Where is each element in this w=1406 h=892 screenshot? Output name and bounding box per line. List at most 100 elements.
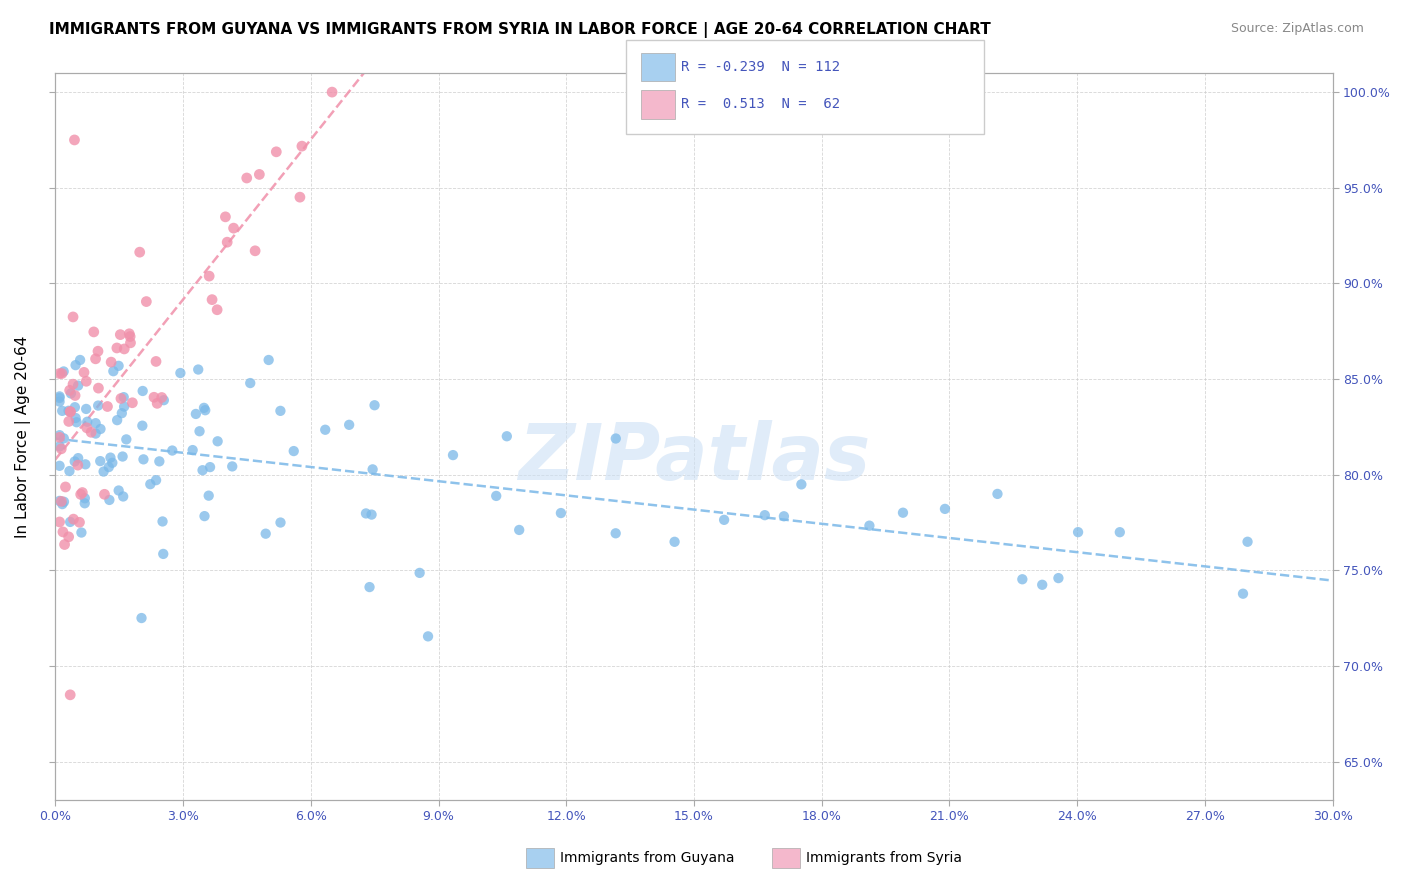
Point [51,442,73,456]
Point [408,566,430,580]
Point [150,391,173,405]
Point [485,489,508,503]
Point [100,450,122,465]
Point [934,502,956,516]
Text: Source: ZipAtlas.com: Source: ZipAtlas.com [1230,22,1364,36]
Point [321,85,343,99]
Point [93,465,115,479]
Text: IMMIGRANTS FROM GUYANA VS IMMIGRANTS FROM SYRIA IN LABOR FORCE | AGE 20-64 CORRE: IMMIGRANTS FROM GUYANA VS IMMIGRANTS FRO… [49,22,991,38]
Point [65,411,87,425]
Point [75,458,97,472]
Point [288,190,311,204]
Point [118,326,141,341]
Point [69,516,91,530]
Point [139,477,162,491]
Point [48,458,70,473]
Point [120,329,142,343]
Point [112,342,135,356]
Point [48,430,70,444]
Point [111,406,134,420]
Point [1236,534,1258,549]
Point [72,485,94,500]
Text: ZIPatlas: ZIPatlas [517,420,870,496]
Point [59,386,82,401]
Point [1108,525,1130,540]
Point [112,390,135,404]
Point [128,245,150,260]
Point [110,327,132,342]
Point [790,477,813,491]
Point [100,355,122,369]
Point [52,431,75,445]
Point [101,456,124,470]
Point [337,417,360,432]
Point [131,418,153,433]
Point [76,415,98,429]
Point [121,396,143,410]
Point [59,688,82,702]
Point [110,392,132,406]
Point [243,244,266,258]
Point [48,515,70,529]
Point [84,416,107,430]
Point [198,460,221,475]
Point [48,439,70,453]
Point [70,525,93,540]
Point [96,400,118,414]
Point [363,398,385,412]
Point [254,526,277,541]
Point [67,378,90,392]
Point [105,341,128,355]
Point [153,393,176,408]
Point [115,433,138,447]
Point [664,534,686,549]
Point [89,422,111,436]
Point [55,480,77,494]
Point [1047,571,1070,585]
Point [495,429,517,443]
Point [51,367,73,381]
Point [107,359,129,373]
Point [87,381,110,395]
Point [84,351,107,366]
Point [59,405,82,419]
Point [73,365,96,379]
Point [441,448,464,462]
Point [83,325,105,339]
Point [187,362,209,376]
Point [148,454,170,468]
Point [87,399,110,413]
Point [773,509,796,524]
Point [63,388,86,402]
Point [891,506,914,520]
Point [59,384,82,398]
Point [214,210,236,224]
Y-axis label: In Labor Force | Age 20-64: In Labor Force | Age 20-64 [15,335,31,538]
Point [80,425,103,440]
Point [62,512,84,526]
Point [162,443,184,458]
Point [222,221,245,235]
Point [266,145,288,159]
Point [65,358,87,372]
Point [66,415,89,429]
Point [145,354,167,368]
Point [132,452,155,467]
Point [62,377,84,392]
Point [858,518,880,533]
Point [354,507,377,521]
Point [221,459,243,474]
Point [550,506,572,520]
Text: Immigrants from Syria: Immigrants from Syria [806,851,962,865]
Point [112,490,135,504]
Point [314,423,336,437]
Point [1232,587,1254,601]
Point [291,139,314,153]
Point [152,547,174,561]
Point [283,444,305,458]
Point [87,344,110,359]
Point [205,302,228,317]
Point [986,487,1008,501]
Point [605,526,627,541]
Point [191,463,214,477]
